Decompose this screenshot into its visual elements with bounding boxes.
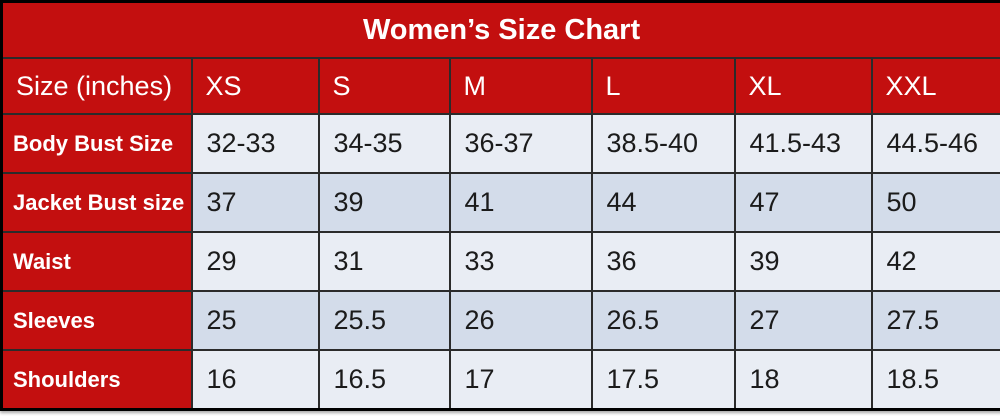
table-row-body-bust-size: Body Bust Size 32-33 34-35 36-37 38.5-40…: [0, 113, 1000, 174]
cell-value: 17.5: [590, 349, 736, 411]
row-label: Waist: [0, 231, 193, 292]
cell-value: 27: [733, 290, 873, 351]
cell-value: 34-35: [317, 113, 451, 174]
cell-value: 18: [733, 349, 873, 411]
cell-value: 41: [448, 172, 593, 233]
table-title: Women’s Size Chart: [0, 0, 1000, 59]
cell-value: 26.5: [590, 290, 736, 351]
table-row-waist: Waist 29 31 33 36 39 42: [0, 231, 1000, 292]
row-label: Jacket Bust size: [0, 172, 193, 233]
cell-value: 36: [590, 231, 736, 292]
table-row-shoulders: Shoulders 16 16.5 17 17.5 18 18.5: [0, 349, 1000, 411]
cell-value: 36-37: [448, 113, 593, 174]
table-row-jacket-bust-size: Jacket Bust size 37 39 41 44 47 50: [0, 172, 1000, 233]
cell-value: 32-33: [190, 113, 320, 174]
cell-value: 29: [190, 231, 320, 292]
cell-value: 18.5: [870, 349, 1000, 411]
cell-value: 41.5-43: [733, 113, 873, 174]
row-label: Sleeves: [0, 290, 193, 351]
cell-value: 33: [448, 231, 593, 292]
row-label: Shoulders: [0, 349, 193, 411]
header-row: Size (inches) XS S M L XL XXL: [0, 57, 1000, 115]
cell-value: 25: [190, 290, 320, 351]
column-header-l: L: [590, 57, 736, 115]
cell-value: 38.5-40: [590, 113, 736, 174]
cell-value: 50: [870, 172, 1000, 233]
cell-value: 26: [448, 290, 593, 351]
row-label: Body Bust Size: [0, 113, 193, 174]
cell-value: 47: [733, 172, 873, 233]
table-row-sleeves: Sleeves 25 25.5 26 26.5 27 27.5: [0, 290, 1000, 351]
cell-value: 16: [190, 349, 320, 411]
column-header-size-inches: Size (inches): [0, 57, 193, 115]
cell-value: 39: [317, 172, 451, 233]
cell-value: 39: [733, 231, 873, 292]
cell-value: 27.5: [870, 290, 1000, 351]
column-header-m: M: [448, 57, 593, 115]
cell-value: 44.5-46: [870, 113, 1000, 174]
cell-value: 31: [317, 231, 451, 292]
cell-value: 17: [448, 349, 593, 411]
cell-value: 42: [870, 231, 1000, 292]
cell-value: 25.5: [317, 290, 451, 351]
cell-value: 37: [190, 172, 320, 233]
cell-value: 44: [590, 172, 736, 233]
column-header-xs: XS: [190, 57, 320, 115]
title-row: Women’s Size Chart: [0, 0, 1000, 59]
column-header-xl: XL: [733, 57, 873, 115]
column-header-s: S: [317, 57, 451, 115]
column-header-xxl: XXL: [870, 57, 1000, 115]
cell-value: 16.5: [317, 349, 451, 411]
